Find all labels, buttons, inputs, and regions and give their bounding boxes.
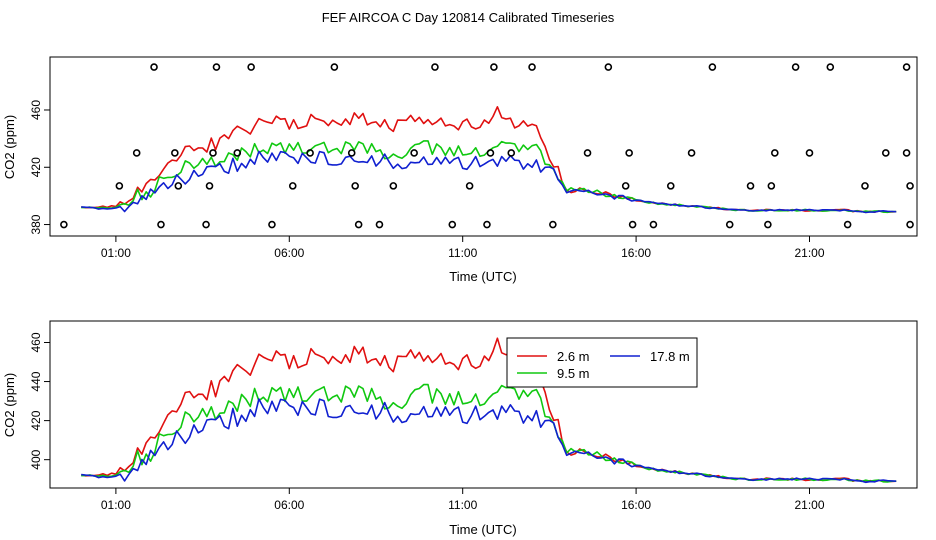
- marker-point: [708, 63, 717, 71]
- marker-point: [431, 63, 439, 71]
- top-y-axis-label: CO2 (ppm): [2, 115, 17, 179]
- x-tick-label: 01:00: [101, 498, 131, 512]
- marker-point: [389, 182, 398, 190]
- marker-point: [486, 149, 495, 157]
- marker-point: [247, 63, 255, 71]
- marker-point: [202, 220, 210, 229]
- legend-label-9-5m: 9.5 m: [557, 366, 590, 381]
- bottom-plot-frame: [49, 320, 918, 489]
- marker-point: [549, 220, 557, 229]
- marker-point: [171, 149, 179, 157]
- marker-point: [268, 220, 276, 229]
- marker-point: [483, 220, 491, 229]
- marker-point: [666, 182, 675, 190]
- top-x-axis: 01:00 06:00 11:00 16:00 21:00: [101, 236, 825, 260]
- x-tick-label: 21:00: [794, 246, 824, 260]
- marker-point: [306, 149, 314, 157]
- series-line-17-8-m: [81, 150, 897, 214]
- marker-point: [490, 63, 498, 71]
- marker-point: [902, 149, 911, 157]
- marker-point: [628, 220, 637, 229]
- bottom-plot-marks: [81, 337, 897, 484]
- y-tick-label: 380: [29, 214, 43, 234]
- marker-point: [767, 182, 776, 190]
- marker-point: [771, 149, 779, 157]
- series-line-9-5-m: [81, 140, 897, 214]
- legend-box: [506, 337, 698, 388]
- marker-point: [354, 220, 363, 229]
- marker-point: [330, 63, 339, 71]
- marker-point: [351, 182, 359, 190]
- series-line-17-8-m: [81, 398, 897, 484]
- bottom-x-axis-label: Time (UTC): [449, 522, 516, 537]
- y-tick-label: 440: [29, 371, 43, 391]
- marker-point: [805, 149, 814, 157]
- bottom-x-axis: 01:00 06:00 11:00 16:00 21:00: [101, 488, 825, 512]
- bottom-y-axis-label: CO2 (ppm): [2, 373, 17, 437]
- top-plot-marks: [60, 63, 914, 229]
- marker-point: [826, 63, 835, 71]
- marker-point: [507, 149, 516, 157]
- marker-point: [604, 63, 613, 71]
- marker-point: [150, 63, 158, 71]
- top-plot-frame: [49, 56, 918, 237]
- x-tick-label: 16:00: [621, 246, 651, 260]
- marker-point: [687, 149, 696, 157]
- marker-point: [906, 182, 914, 190]
- marker-point: [764, 220, 772, 229]
- marker-point: [410, 149, 418, 157]
- marker-point: [649, 220, 658, 229]
- x-tick-label: 06:00: [274, 246, 304, 260]
- marker-point: [861, 182, 869, 190]
- figure-title: FEF AIRCOA C Day 120814 Calibrated Times…: [322, 10, 615, 25]
- legend: 2.6 m 17.8 m 9.5 m: [506, 337, 698, 388]
- marker-point: [233, 149, 242, 157]
- marker-point: [174, 182, 183, 190]
- top-y-axis: 380 420 460: [29, 100, 50, 235]
- x-tick-label: 11:00: [448, 498, 477, 512]
- marker-point: [375, 220, 384, 229]
- marker-point: [902, 63, 911, 71]
- top-x-axis-label: Time (UTC): [449, 269, 516, 284]
- marker-point: [60, 220, 68, 229]
- marker-point: [288, 182, 297, 190]
- marker-point: [725, 220, 734, 229]
- y-tick-label: 420: [29, 157, 43, 177]
- marker-point: [205, 182, 214, 190]
- marker-point: [347, 149, 356, 157]
- bottom-panel: 01:00 06:00 11:00 16:00 21:00 400 420 440 460 T…: [2, 320, 918, 537]
- marker-point: [746, 182, 755, 190]
- marker-point: [448, 220, 457, 229]
- marker-point: [212, 63, 221, 71]
- marker-point: [465, 182, 474, 190]
- top-panel: 01:00 06:00 11:00 16:00 21:00 380 420 460 Time…: [2, 56, 918, 284]
- y-tick-label: 460: [29, 332, 43, 352]
- marker-point: [132, 149, 141, 157]
- y-tick-label: 420: [29, 410, 43, 430]
- series-line-9-5-m: [81, 383, 897, 483]
- marker-point: [881, 149, 890, 157]
- marker-point: [209, 149, 217, 157]
- marker-point: [528, 63, 536, 71]
- x-tick-label: 16:00: [621, 498, 651, 512]
- x-tick-label: 11:00: [448, 246, 477, 260]
- marker-point: [906, 220, 914, 229]
- bottom-y-axis: 400 420 440 460: [29, 332, 50, 470]
- marker-point: [157, 220, 165, 229]
- legend-label-17-8m: 17.8 m: [650, 349, 690, 364]
- marker-point: [115, 182, 124, 190]
- marker-point: [625, 149, 633, 157]
- marker-point: [843, 220, 852, 229]
- legend-label-2-6m: 2.6 m: [557, 349, 590, 364]
- x-tick-label: 21:00: [794, 498, 824, 512]
- marker-point: [791, 63, 800, 71]
- marker-point: [621, 182, 630, 190]
- marker-point: [583, 149, 592, 157]
- y-tick-label: 460: [29, 100, 43, 120]
- x-tick-label: 01:00: [101, 246, 131, 260]
- x-tick-label: 06:00: [274, 498, 304, 512]
- y-tick-label: 400: [29, 449, 43, 469]
